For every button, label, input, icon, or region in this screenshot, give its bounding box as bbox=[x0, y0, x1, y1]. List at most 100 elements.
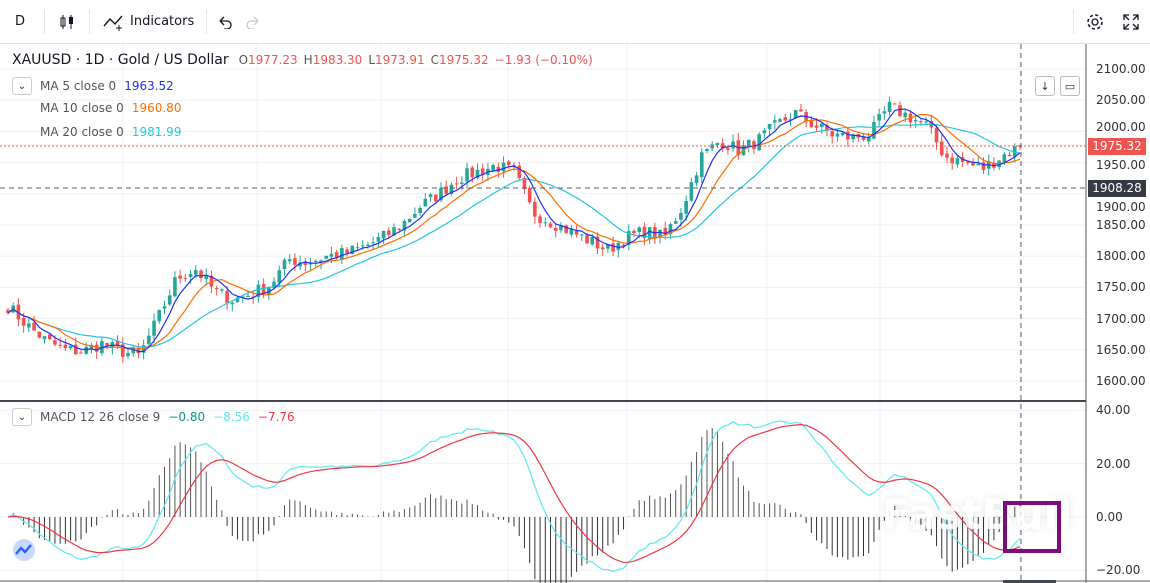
candle-body bbox=[491, 165, 495, 171]
candle-body bbox=[256, 284, 261, 297]
candle-body bbox=[746, 139, 751, 147]
candle-body bbox=[893, 103, 897, 105]
candle-body bbox=[543, 222, 548, 224]
candle-body bbox=[658, 229, 662, 239]
candle-body bbox=[162, 306, 167, 309]
collapse-legend-button[interactable]: ⌄ bbox=[12, 77, 32, 95]
candle-body bbox=[626, 231, 631, 245]
maximize-pane-button[interactable]: ▭ bbox=[1060, 76, 1080, 96]
candle-body bbox=[637, 227, 641, 233]
top-toolbar: D Indicators bbox=[0, 0, 1150, 44]
collapse-macd-button[interactable]: ⌄ bbox=[12, 408, 32, 426]
candle-body bbox=[27, 323, 31, 328]
candle-body bbox=[147, 335, 151, 344]
candle-body bbox=[950, 157, 954, 164]
macd-tick-label: 40.00 bbox=[1096, 403, 1131, 418]
chart-canvas[interactable] bbox=[0, 44, 1150, 583]
scroll-down-button[interactable]: ↓ bbox=[1035, 76, 1055, 96]
candle-body bbox=[548, 223, 553, 228]
candle-body bbox=[819, 123, 824, 127]
candle-body bbox=[799, 109, 803, 112]
candle-body bbox=[981, 162, 986, 171]
ma10-label: MA 10 close 0 bbox=[40, 101, 124, 115]
candle-body bbox=[423, 198, 428, 207]
candle-body bbox=[387, 230, 391, 235]
macd-label: MACD 12 26 close 9 bbox=[40, 410, 161, 424]
close-label: C bbox=[430, 53, 440, 67]
candle-body bbox=[209, 275, 214, 287]
candle-body bbox=[157, 310, 162, 322]
candle-body bbox=[851, 134, 855, 140]
macd-legend: ⌄ MACD 12 26 close 9 −0.80 −8.56 −7.76 bbox=[12, 408, 295, 426]
candle-body bbox=[345, 249, 349, 254]
candle-body bbox=[428, 194, 433, 198]
candle-body bbox=[105, 342, 109, 347]
candle-body bbox=[303, 261, 308, 265]
candle-body bbox=[152, 320, 156, 336]
candle-body bbox=[376, 237, 381, 242]
ma5-legend: ⌄ MA 5 close 0 1963.52 bbox=[12, 77, 174, 95]
candle-body bbox=[939, 141, 944, 156]
candle-body bbox=[501, 162, 506, 172]
indicators-button[interactable]: Indicators bbox=[94, 6, 202, 38]
candle-body bbox=[74, 344, 78, 355]
candle-body bbox=[830, 131, 835, 137]
watermark-logo: FastBull bbox=[882, 490, 1073, 539]
candle-body bbox=[6, 309, 10, 313]
redo-button[interactable] bbox=[239, 6, 267, 38]
candle-body bbox=[506, 161, 511, 165]
macd-value: −8.56 bbox=[213, 410, 250, 424]
candle-body bbox=[882, 111, 887, 114]
crosshair-time-label bbox=[1003, 580, 1056, 583]
candle-body bbox=[287, 259, 292, 262]
candle-body bbox=[574, 230, 579, 235]
fullscreen-icon bbox=[1123, 13, 1139, 30]
interval-button[interactable]: D bbox=[14, 14, 25, 29]
candle-body bbox=[42, 336, 47, 340]
candle-body bbox=[496, 166, 501, 172]
candle-body bbox=[955, 158, 960, 165]
candle-body bbox=[872, 122, 876, 139]
candle-body bbox=[225, 290, 229, 304]
candle-body bbox=[418, 207, 422, 214]
candle-body bbox=[230, 302, 235, 305]
candle-body bbox=[355, 247, 360, 249]
candle-body bbox=[136, 348, 141, 354]
candle-body bbox=[715, 143, 720, 146]
candle-body bbox=[94, 344, 99, 352]
undo-button[interactable] bbox=[211, 6, 239, 38]
candle-body bbox=[877, 114, 881, 121]
settings-button[interactable] bbox=[1078, 6, 1112, 38]
highlight-box bbox=[1003, 501, 1061, 553]
candle-body bbox=[621, 244, 626, 247]
candle-body bbox=[470, 167, 475, 178]
price-tick-label: 1800.00 bbox=[1096, 249, 1146, 264]
price-tick-label: 2100.00 bbox=[1096, 62, 1146, 76]
crosshair-price-label: 1908.28 bbox=[1088, 180, 1146, 197]
tradingview-logo[interactable] bbox=[10, 538, 38, 562]
candle-body bbox=[53, 340, 57, 345]
candle-body bbox=[793, 109, 798, 119]
candle-body bbox=[767, 124, 772, 130]
macd-line bbox=[7, 420, 1021, 573]
candle-body bbox=[188, 273, 193, 278]
candle-body bbox=[277, 270, 282, 283]
candle-body bbox=[517, 165, 522, 178]
high-value: 1983.30 bbox=[312, 53, 363, 67]
candle-body bbox=[600, 247, 605, 250]
candle-body bbox=[371, 242, 375, 244]
ma20-value: 1981.99 bbox=[131, 125, 182, 139]
candle-body bbox=[553, 227, 558, 231]
candle-body bbox=[37, 331, 42, 338]
candle-body bbox=[705, 148, 709, 152]
candle-body bbox=[173, 277, 177, 297]
price-tick-label: 2000.00 bbox=[1096, 120, 1146, 134]
chart-type-button[interactable] bbox=[49, 6, 85, 38]
candle-body bbox=[679, 212, 683, 220]
fullscreen-button[interactable] bbox=[1112, 6, 1150, 38]
candle-body bbox=[919, 121, 923, 123]
open-value: 1977.23 bbox=[248, 53, 298, 67]
candle-body bbox=[814, 125, 819, 128]
gear-icon bbox=[1087, 13, 1103, 30]
candle-body bbox=[47, 334, 52, 340]
